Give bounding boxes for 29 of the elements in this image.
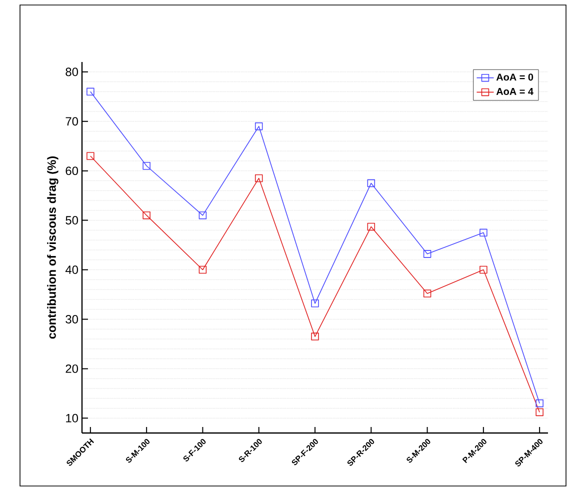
point: [198, 211, 207, 220]
point: [254, 122, 263, 130]
point: [536, 399, 544, 408]
y-axis-title: contribution of viscous drag (%): [47, 156, 58, 339]
point: [86, 88, 94, 96]
point: [423, 250, 432, 258]
point: [311, 300, 319, 308]
y-tick-label: 80: [66, 68, 78, 76]
point: [367, 179, 376, 188]
point: [367, 222, 376, 231]
point: [480, 266, 488, 274]
point: [142, 211, 150, 220]
y-tick-label: 30: [66, 314, 78, 324]
y-tick-label: 60: [66, 166, 78, 176]
point: [423, 290, 432, 298]
y-tick-label: 50: [66, 216, 78, 225]
point: [311, 332, 319, 340]
point: [254, 174, 263, 182]
point: [480, 228, 488, 237]
point: [198, 266, 207, 274]
y-tick-label: 10: [66, 414, 78, 422]
y-tick-label: 20: [66, 364, 78, 373]
y-tick-label: 40: [65, 266, 78, 274]
point: [142, 162, 150, 170]
legend-label: AoA = 0: [496, 74, 534, 81]
point: [536, 408, 544, 416]
legend-label: AoA = 4: [496, 88, 534, 95]
y-tick-label: 70: [66, 117, 78, 126]
point: [86, 152, 94, 160]
